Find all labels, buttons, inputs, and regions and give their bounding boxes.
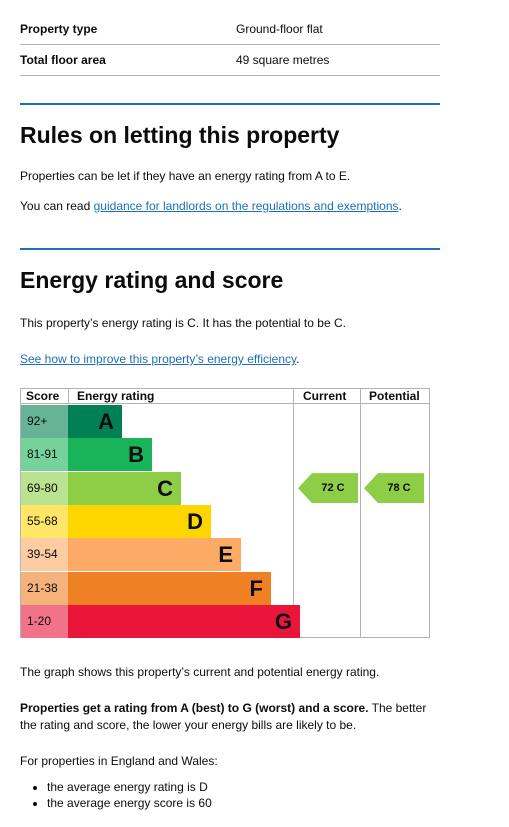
band-bar-a: A — [68, 405, 122, 438]
improve-suffix: . — [296, 352, 300, 366]
summary-value: 49 square metres — [236, 53, 330, 67]
england-wales-paragraph: For properties in England and Wales: — [20, 754, 218, 768]
guidance-prefix: You can read — [20, 199, 94, 213]
band-score-e: 39-54 — [21, 538, 68, 572]
summary-value: Ground-floor flat — [236, 22, 323, 36]
header-potential: Potential — [369, 389, 420, 403]
section-divider — [20, 103, 440, 105]
improve-paragraph: See how to improve this property’s energ… — [20, 351, 440, 368]
summary-row-floor-area: Total floor area 49 square metres — [20, 45, 440, 76]
band-bar-f: F — [68, 571, 271, 605]
rules-paragraph: Properties can be let if they have an en… — [20, 169, 351, 183]
potential-rating-arrow: 78 C — [364, 473, 424, 504]
rules-guidance-paragraph: You can read guidance for landlords on t… — [20, 198, 440, 215]
energy-rating-paragraph: This property’s energy rating is C. It h… — [20, 316, 346, 330]
column-divider — [293, 388, 294, 638]
list-item: the average energy rating is D — [47, 779, 440, 795]
summary-key: Property type — [20, 22, 98, 36]
band-bar-c: C — [68, 471, 181, 505]
band-bar-b: B — [68, 438, 152, 472]
band-score-b: 81-91 — [21, 438, 68, 472]
improve-efficiency-link[interactable]: See how to improve this property’s energ… — [20, 352, 297, 366]
rating-explanation-bold: Properties get a rating from A (best) to… — [20, 701, 369, 715]
rules-heading: Rules on letting this property — [20, 122, 340, 148]
header-energy-rating: Energy rating — [77, 389, 155, 403]
band-score-a: 92+ — [21, 405, 68, 438]
chart-header: Score Energy rating Current Potential — [20, 388, 430, 404]
band-bar-d: D — [68, 504, 211, 538]
band-score-g: 1-20 — [21, 604, 68, 638]
guidance-suffix: . — [398, 199, 402, 213]
guidance-link[interactable]: guidance for landlords on the regulation… — [93, 199, 399, 213]
header-current: Current — [303, 389, 347, 403]
header-score: Score — [26, 389, 60, 403]
energy-heading: Energy rating and score — [20, 267, 284, 293]
energy-rating-chart: Score Energy rating Current Potential 92… — [20, 388, 430, 638]
section-divider — [20, 248, 440, 250]
summary-row-property-type: Property type Ground-floor flat — [20, 14, 440, 45]
current-rating-arrow: 72 C — [298, 473, 358, 504]
rating-explanation: Properties get a rating from A (best) to… — [20, 700, 440, 734]
band-bar-g: G — [68, 604, 300, 638]
graph-explanation: The graph shows this property’s current … — [20, 665, 380, 679]
summary-key: Total floor area — [20, 53, 106, 67]
rating-explanation-rest: The better the rating and score, the low… — [20, 701, 427, 732]
band-score-f: 21-38 — [21, 571, 68, 605]
band-score-c: 69-80 — [21, 471, 68, 505]
list-item: the average energy score is 60 — [47, 795, 440, 811]
averages-list: the average energy rating is D the avera… — [20, 779, 440, 811]
page-content: Property type Ground-floor flat Total fl… — [20, 0, 440, 811]
band-bar-e: E — [68, 538, 241, 572]
column-divider — [360, 388, 361, 638]
band-score-d: 55-68 — [21, 504, 68, 538]
column-divider — [68, 388, 69, 404]
